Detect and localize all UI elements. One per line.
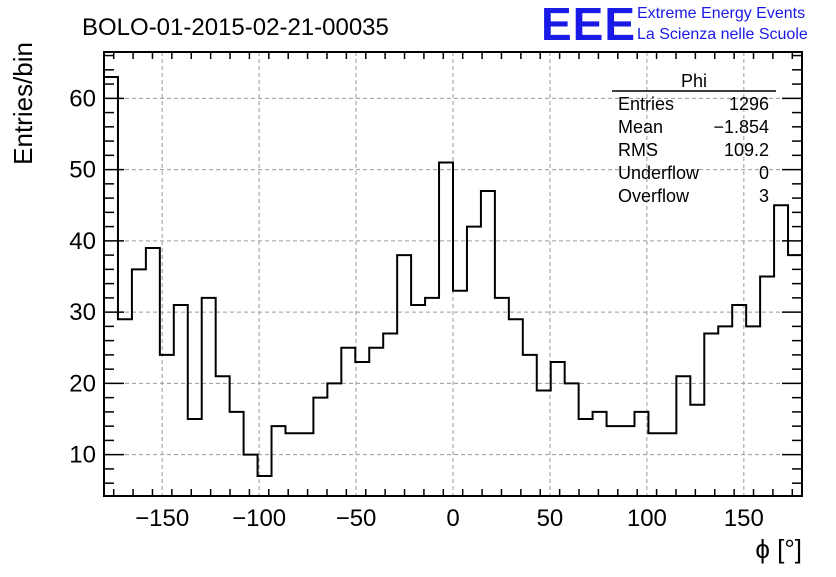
x-tick-label: 50 [537, 505, 564, 532]
stats-row-label: Mean [618, 117, 663, 137]
stats-row-value: 1296 [729, 94, 769, 114]
x-tick-label: 100 [627, 505, 667, 532]
y-tick-label: 10 [69, 442, 96, 469]
grid-lines [104, 52, 802, 496]
y-tick-label: 50 [69, 157, 96, 184]
y-tick-label: 30 [69, 299, 96, 326]
x-tick-label: −150 [135, 505, 189, 532]
y-tick-label: 40 [69, 228, 96, 255]
eee-logo-line1: Extreme Energy Events [637, 5, 805, 22]
eee-logo: EEE Extreme Energy Events La Scienza nel… [541, 0, 808, 50]
stats-row-value: −1.854 [713, 117, 769, 137]
x-tick-label: 0 [446, 505, 459, 532]
stats-row-label: RMS [618, 140, 658, 160]
chart-title: BOLO-01-2015-02-21-00035 [82, 14, 389, 41]
stats-row-label: Overflow [618, 186, 690, 206]
stats-box-rows: Entries 1296 Mean −1.854 RMS 109.2 Underflow 0 O… [618, 94, 769, 206]
stats-row-value: 109.2 [724, 140, 769, 160]
x-axis-label: ϕ [°] [755, 534, 802, 564]
eee-logo-mark: EEE [541, 0, 636, 50]
stats-row-value: 3 [759, 186, 769, 206]
y-tick-label: 60 [69, 85, 96, 112]
stats-box-title: Phi [681, 71, 707, 91]
histogram-outline [104, 75, 802, 478]
axis-ticks [104, 52, 802, 496]
plot-frame [103, 51, 803, 497]
stats-box: Phi Entries 1296 Mean −1.854 RMS 109.2 Underfl… [612, 71, 776, 206]
stats-row-value: 0 [759, 163, 769, 183]
x-tick-label: 150 [724, 505, 764, 532]
x-tick-label: −100 [232, 505, 286, 532]
tick-labels: −150 −100 −50 0 50 100 150 10 20 30 40 50 60 [69, 85, 764, 532]
y-axis-label: Entries/bin [8, 42, 38, 165]
eee-logo-line2: La Scienza nelle Scuole [637, 26, 808, 43]
histogram-series [104, 75, 802, 478]
stats-row-label: Entries [618, 94, 674, 114]
x-tick-label: −50 [336, 505, 377, 532]
stats-row-label: Underflow [618, 163, 700, 183]
y-tick-label: 20 [69, 370, 96, 397]
